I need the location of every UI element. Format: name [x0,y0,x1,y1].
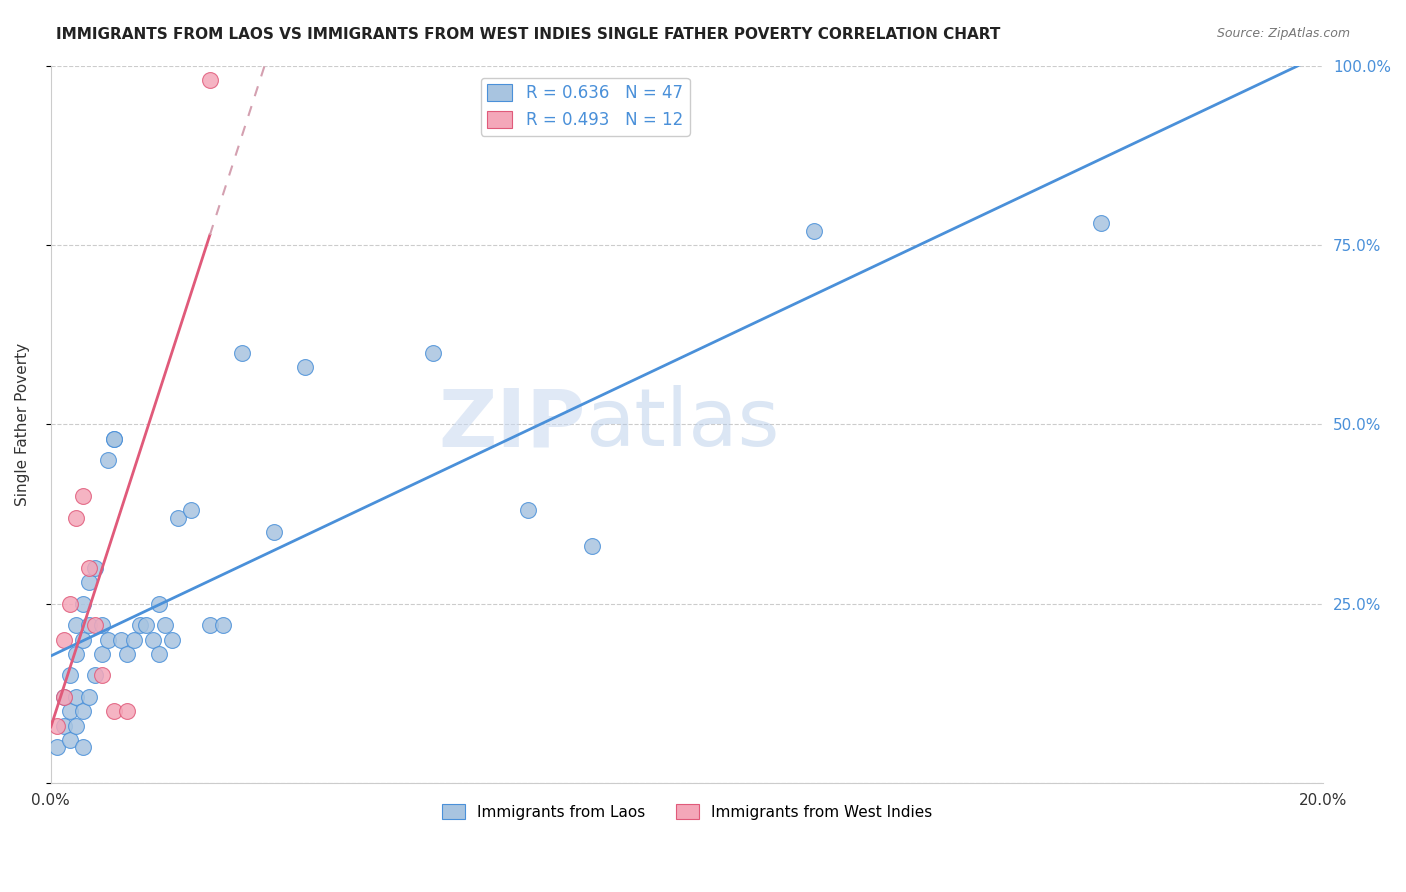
Point [65,510,87,524]
Legend: Immigrants from Laos, Immigrants from West Indies: Immigrants from Laos, Immigrants from We… [436,797,938,826]
Point [263,524,285,539]
Point [160,632,183,647]
Point [65,719,87,733]
Point [115,704,138,718]
Point [65,618,87,632]
Point [148,647,170,661]
Point [97,453,120,467]
Point [103,432,125,446]
Point [59,704,82,718]
Point [198,73,221,87]
Point [155,618,177,632]
Point [180,503,202,517]
Point [84,618,107,632]
Point [72,740,94,755]
Point [59,597,82,611]
Point [803,224,825,238]
Point [167,510,190,524]
Point [422,345,444,359]
Point [115,647,138,661]
Point [294,359,316,374]
Point [517,503,540,517]
Point [52,690,75,704]
Point [77,561,100,575]
Point [135,618,157,632]
Point [84,668,107,682]
Point [581,539,603,553]
Point [77,690,100,704]
Point [103,704,125,718]
Point [129,618,152,632]
Point [198,618,221,632]
Y-axis label: Single Father Poverty: Single Father Poverty [15,343,30,506]
Point [52,632,75,647]
Point [72,489,94,503]
Point [103,432,125,446]
Point [90,668,112,682]
Text: Source: ZipAtlas.com: Source: ZipAtlas.com [1216,27,1350,40]
Point [59,668,82,682]
Point [97,632,120,647]
Point [77,575,100,590]
Point [148,597,170,611]
Point [90,647,112,661]
Point [211,618,233,632]
Point [110,632,132,647]
Point [52,690,75,704]
Point [46,719,69,733]
Point [90,618,112,632]
Point [65,647,87,661]
Point [142,632,165,647]
Point [122,632,145,647]
Point [72,704,94,718]
Point [1090,216,1112,230]
Point [72,632,94,647]
Text: IMMIGRANTS FROM LAOS VS IMMIGRANTS FROM WEST INDIES SINGLE FATHER POVERTY CORREL: IMMIGRANTS FROM LAOS VS IMMIGRANTS FROM … [56,27,1001,42]
Point [65,690,87,704]
Point [46,740,69,755]
Point [59,733,82,747]
Point [231,345,253,359]
Point [84,561,107,575]
Point [52,719,75,733]
Point [77,618,100,632]
Text: atlas: atlas [585,385,780,463]
Text: ZIP: ZIP [439,385,585,463]
Point [72,597,94,611]
